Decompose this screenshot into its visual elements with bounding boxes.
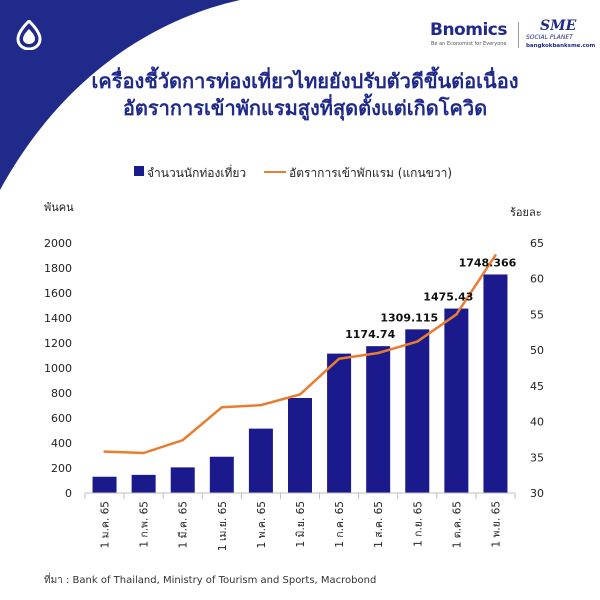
left-axis-unit: พันคน [44,201,74,214]
line-point [416,340,419,343]
bar [248,428,273,493]
bar-data-label: 1475.43 [423,291,473,304]
brand-tagline: Be an Economist for Everyone [431,41,507,47]
line-point [455,313,458,316]
bar [483,274,508,493]
bank-logo-icon [16,20,42,50]
y-right-tick-label: 35 [530,451,544,464]
line-point [181,438,184,442]
y-left-tick-label: 0 [65,487,72,500]
line-point [298,393,302,396]
y-left-tick-label: 200 [51,462,72,475]
title-line-1: เครื่องชี้วัดการท่องเที่ยวไทยยังปรับตัวด… [91,69,519,93]
line-point [494,253,497,257]
y-left-tick-label: 1200 [44,337,72,350]
bar [209,456,234,493]
bar [92,476,117,493]
y-right-tick-label: 50 [530,344,544,357]
y-right-tick-label: 45 [530,380,544,393]
right-axis-unit: ร้อยละ [510,206,542,219]
bar [327,353,352,493]
bar [444,308,469,493]
y-left-tick-label: 1400 [44,312,72,325]
bar-data-label: 1174.74 [345,328,395,341]
bar [405,329,430,493]
x-tick-label: 1 มิ.ย. 65 [295,501,307,547]
line-point [103,450,106,453]
y-right-tick-label: 60 [530,273,544,286]
y-right-tick-label: 65 [530,237,544,250]
header-divider [518,22,519,48]
y-left-tick-label: 400 [51,437,72,450]
x-tick-label: 1 เม.ย. 65 [217,501,229,551]
y-right-tick-label: 40 [530,416,544,429]
line-point [142,451,145,455]
partner-url: bangkokbanksme.com [526,43,596,49]
y-left-tick-label: 1800 [44,262,72,275]
y-left-tick-label: 2000 [44,237,72,250]
bar [170,467,195,493]
x-tick-label: 1 พ.ย. 65 [490,501,502,547]
line-point [376,351,380,355]
bar-data-label: 1748.366 [459,256,517,269]
legend-line-swatch [264,171,286,173]
line-point [259,403,263,407]
bar [366,346,391,493]
y-left-tick-label: 1000 [44,362,72,375]
y-left-tick-label: 600 [51,412,72,425]
title-line-2: อัตราการเข้าพักแรมสูงที่สุดตั้งแต่เกิดโค… [122,96,488,120]
y-left-tick-label: 1600 [44,287,72,300]
legend-bar-label: จำนวนนักท่องเที่ยว [147,166,247,180]
bar-data-label: 1309.115 [380,311,438,324]
x-tick-label: 1 ก.ค. 65 [334,501,346,548]
line-point [220,406,224,409]
brand-name: Bnomics [430,20,507,40]
x-tick-label: 1 ก.พ. 65 [139,501,151,548]
line-point [337,357,341,360]
x-tick-label: 1 ก.ย. 65 [412,501,424,547]
x-tick-label: 1 พ.ค. 65 [256,501,268,548]
corner-decoration [0,0,240,190]
y-right-tick-label: 55 [530,308,544,321]
legend-line-label: อัตราการเข้าพักแรม (แกนขวา) [289,166,453,180]
chart-legend: จำนวนนักท่องเที่ยว อัตราการเข้าพักแรม (แ… [0,163,600,181]
y-right-tick-label: 30 [530,487,544,500]
bar [131,474,156,493]
legend-bar-swatch [134,166,144,176]
bar [288,398,312,493]
x-tick-label: 1 มี.ค. 65 [177,501,190,548]
x-tick-label: 1 ม.ค. 65 [100,501,112,548]
page-title: เครื่องชี้วัดการท่องเที่ยวไทยยังปรับตัวด… [30,68,580,122]
y-left-tick-label: 800 [51,387,72,400]
header-logos: Bnomics Be an Economist for Everyone SME… [430,18,596,60]
source-note: ที่มา : Bank of Thailand, Ministry of To… [44,575,377,586]
x-tick-label: 1 ต.ค. 65 [451,501,463,548]
x-tick-label: 1 ส.ค. 65 [373,501,385,548]
partner-sub: SOCIAL PLANET [526,34,573,41]
partner-name: SME [540,18,577,34]
